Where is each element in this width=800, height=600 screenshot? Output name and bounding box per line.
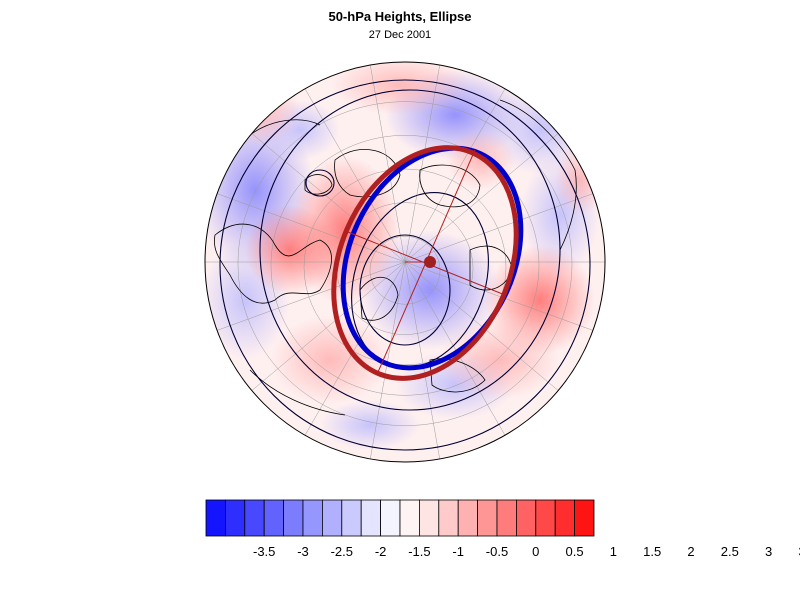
- colorbar-tick-label: 1.5: [643, 544, 662, 559]
- parallel-line: [237, 101, 573, 426]
- meridian-line: [404, 88, 506, 263]
- meridian-line: [404, 64, 440, 263]
- ellipse-red: [331, 145, 519, 381]
- colorbar-tick-label: -1.5: [408, 544, 431, 559]
- meridian-line: [404, 261, 440, 460]
- colorbar-swatch: [438, 499, 459, 537]
- parallel-line: [303, 168, 507, 366]
- meridian-line: [404, 133, 559, 263]
- colorbar-swatch: [302, 499, 323, 537]
- colorbar-tick-label: 3: [764, 544, 773, 559]
- map-title: 50-hPa Heights, Ellipse: [328, 9, 472, 24]
- colorbar-swatch: [341, 499, 362, 537]
- ellipse-centroid-marker: [424, 256, 436, 268]
- colorbar-swatch: [380, 499, 401, 537]
- meridian-line: [370, 64, 406, 263]
- colorbar-swatch: [516, 499, 537, 537]
- parallel-line: [369, 236, 441, 305]
- colorbar-swatch: [418, 499, 440, 537]
- meridian-line: [404, 261, 506, 436]
- colorbar-swatch: [554, 499, 576, 537]
- colorbar-swatch: [244, 499, 265, 537]
- colorbar-tick-label: -3: [297, 544, 309, 559]
- meridian-line: [216, 261, 406, 331]
- meridian-line: [304, 261, 406, 436]
- map-date: 27 Dec 2001: [368, 29, 432, 41]
- colorbar-swatch: [477, 499, 498, 537]
- colorbar-swatch: [574, 499, 595, 537]
- parallel-line: [270, 135, 540, 396]
- colorbar-swatch: [360, 499, 382, 537]
- colorbar-tick-label: 0.5: [565, 544, 584, 559]
- colorbar-tick-label: -0.5: [485, 544, 509, 559]
- meridian-line: [251, 133, 406, 263]
- globe-outline: [204, 61, 606, 463]
- colorbar-swatch: [496, 499, 517, 537]
- colorbar-tick-label: -2: [374, 544, 387, 559]
- colorbar-tick-label: 1: [609, 544, 618, 559]
- meridian-line: [370, 261, 406, 460]
- colorbar-tick-label: -3.5: [252, 544, 276, 559]
- colorbar-swatch: [205, 499, 226, 537]
- colorbar-swatch: [321, 499, 343, 537]
- colorbar-tick-label: -1: [452, 544, 464, 559]
- colorbar-swatch: [535, 499, 556, 537]
- colorbar-tick-label: 0: [532, 544, 540, 559]
- colorbar-tick-label: 2: [687, 544, 695, 559]
- colorbar-swatch: [283, 499, 304, 537]
- colorbar-swatch: [457, 499, 479, 537]
- meridian-line: [404, 261, 594, 331]
- colorbar-swatch: [224, 499, 246, 537]
- meridian-line: [404, 261, 559, 391]
- meridian-line: [304, 88, 406, 263]
- colorbar-tick-label: 3.5: [798, 544, 800, 559]
- colorbar-tick-label: 2.5: [720, 544, 739, 559]
- colorbar-swatch: [263, 499, 285, 537]
- meridian-line: [251, 261, 406, 391]
- colorbar-swatch: [399, 499, 420, 537]
- colorbar-tick-label: -2.5: [330, 544, 353, 559]
- height-contours: [219, 79, 591, 451]
